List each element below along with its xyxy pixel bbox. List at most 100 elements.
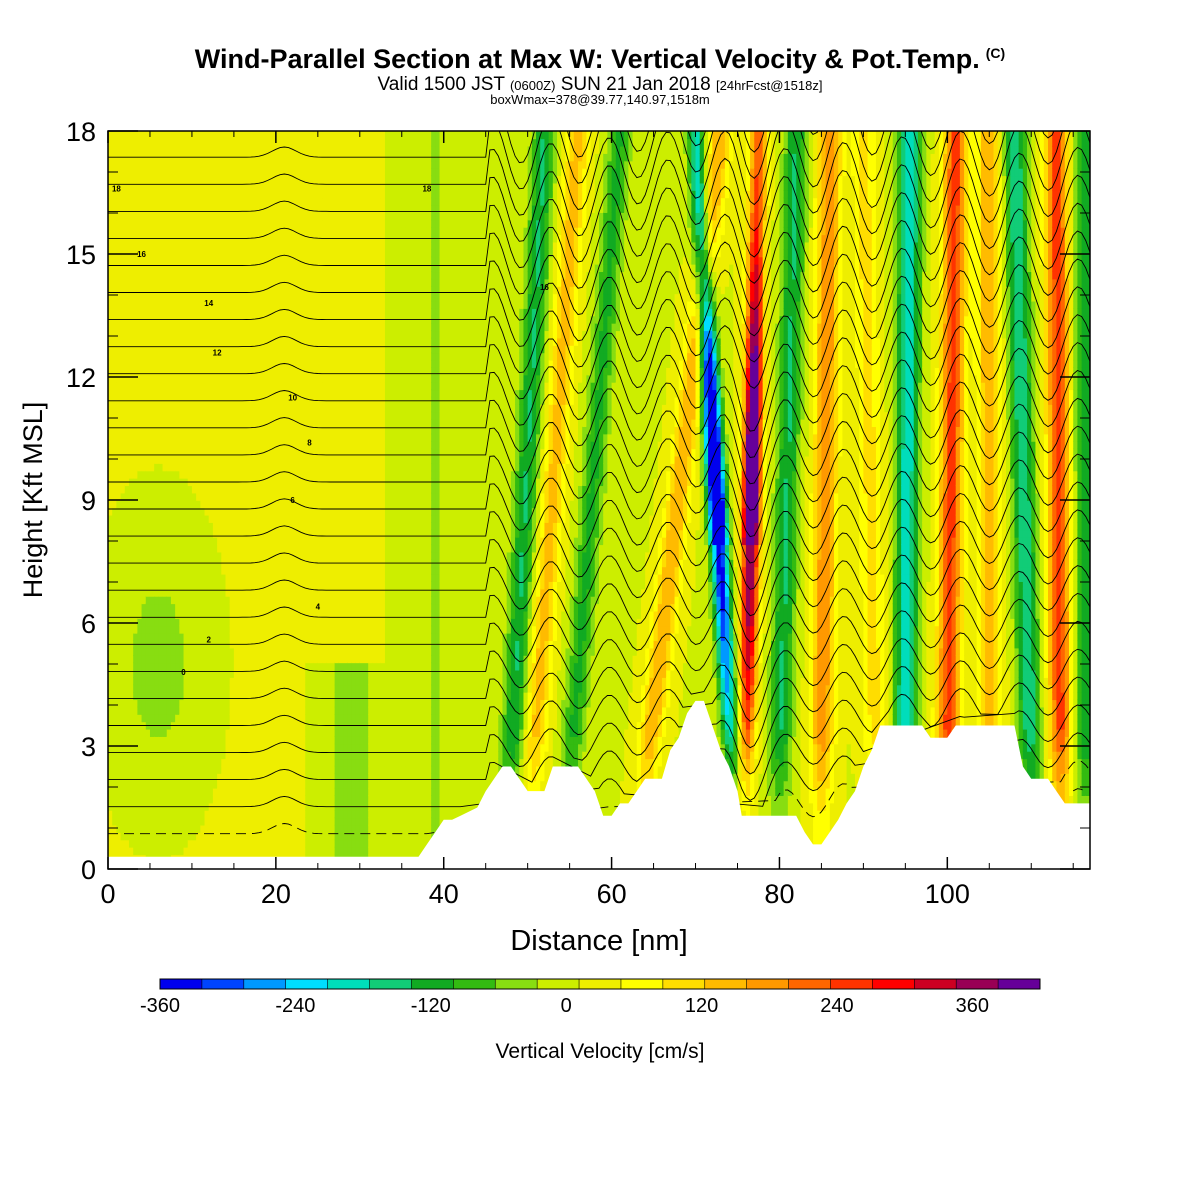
velocity-cell	[191, 817, 197, 826]
velocity-cell	[133, 330, 139, 339]
velocity-cell	[217, 204, 223, 213]
velocity-cell	[170, 167, 176, 177]
velocity-cell	[154, 463, 160, 472]
velocity-cell	[196, 160, 202, 169]
velocity-cell	[137, 846, 143, 856]
velocity-cell	[233, 418, 239, 427]
velocity-cell	[217, 677, 223, 686]
velocity-cell	[233, 359, 239, 368]
velocity-cell	[116, 300, 122, 309]
velocity-cell	[137, 728, 143, 737]
velocity-cell	[141, 418, 147, 427]
velocity-cell	[208, 190, 214, 199]
velocity-cell	[229, 809, 235, 819]
velocity-cell	[128, 846, 134, 856]
velocity-cell	[221, 219, 227, 228]
velocity-cell	[191, 330, 197, 339]
velocity-cell	[221, 654, 227, 664]
velocity-cell	[196, 662, 202, 671]
velocity-cell	[124, 389, 130, 398]
velocity-cell	[124, 610, 130, 619]
velocity-cell	[137, 603, 143, 612]
velocity-cell	[116, 846, 122, 856]
velocity-cell	[120, 190, 126, 199]
velocity-cell	[187, 367, 193, 376]
velocity-cell	[179, 470, 185, 479]
velocity-cell	[137, 182, 143, 191]
velocity-cell	[191, 573, 197, 582]
velocity-cell	[208, 219, 214, 228]
velocity-cell	[179, 345, 185, 354]
velocity-cell	[128, 463, 134, 472]
velocity-cell	[187, 145, 193, 154]
velocity-cell	[170, 507, 176, 516]
velocity-cell	[217, 573, 223, 582]
velocity-cell	[204, 455, 210, 464]
velocity-cell	[191, 669, 197, 678]
velocity-cell	[170, 374, 176, 383]
velocity-cell	[229, 758, 235, 767]
velocity-cell	[108, 463, 113, 472]
velocity-cell	[133, 374, 139, 383]
velocity-cell	[187, 404, 193, 413]
velocity-cell	[162, 566, 168, 575]
velocity-cell	[149, 514, 155, 523]
velocity-cell	[179, 322, 185, 332]
velocity-cell	[154, 750, 160, 760]
velocity-cell	[229, 411, 235, 420]
velocity-cell	[116, 750, 122, 760]
velocity-cell	[108, 529, 113, 538]
velocity-cell	[175, 492, 181, 501]
velocity-cell	[154, 669, 160, 678]
velocity-cell	[124, 500, 130, 509]
velocity-cell	[158, 632, 164, 642]
velocity-cell	[137, 654, 143, 664]
velocity-cell	[133, 677, 139, 686]
velocity-cell	[204, 507, 210, 516]
velocity-cell	[200, 381, 206, 391]
velocity-cell	[204, 728, 210, 737]
velocity-cell	[141, 536, 147, 546]
velocity-cell	[166, 551, 172, 560]
velocity-cell	[162, 131, 168, 140]
velocity-cell	[158, 677, 164, 686]
velocity-cell	[120, 463, 126, 472]
velocity-cell	[217, 175, 223, 184]
velocity-cell	[196, 588, 202, 597]
velocity-cell	[170, 632, 176, 642]
velocity-cell	[229, 603, 235, 612]
velocity-cell	[166, 241, 172, 250]
velocity-cell	[208, 440, 214, 450]
velocity-cell	[137, 736, 143, 745]
velocity-cell	[183, 300, 189, 309]
velocity-cell	[200, 352, 206, 361]
velocity-cell	[128, 359, 134, 368]
velocity-cell	[124, 167, 130, 177]
velocity-cell	[183, 522, 189, 531]
velocity-cell	[179, 514, 185, 523]
velocity-cell	[154, 522, 160, 531]
velocity-cell	[149, 669, 155, 678]
velocity-cell	[229, 440, 235, 450]
velocity-cell	[158, 514, 164, 523]
velocity-cell	[116, 308, 122, 317]
velocity-cell	[154, 285, 160, 295]
velocity-cell	[175, 809, 181, 819]
velocity-cell	[154, 389, 160, 398]
velocity-cell	[179, 167, 185, 177]
velocity-cell	[133, 743, 139, 752]
velocity-cell	[108, 374, 113, 383]
velocity-cell	[141, 263, 147, 273]
velocity-cell	[212, 743, 218, 752]
velocity-cell	[128, 795, 134, 804]
velocity-cell	[196, 691, 202, 701]
velocity-cell	[225, 551, 231, 560]
velocity-cell	[116, 190, 122, 199]
velocity-cell	[191, 507, 197, 516]
velocity-cell	[221, 536, 227, 546]
velocity-cell	[208, 455, 214, 464]
velocity-cell	[166, 610, 172, 619]
velocity-cell	[212, 426, 218, 435]
velocity-cell	[179, 256, 185, 265]
velocity-cell	[145, 448, 151, 457]
